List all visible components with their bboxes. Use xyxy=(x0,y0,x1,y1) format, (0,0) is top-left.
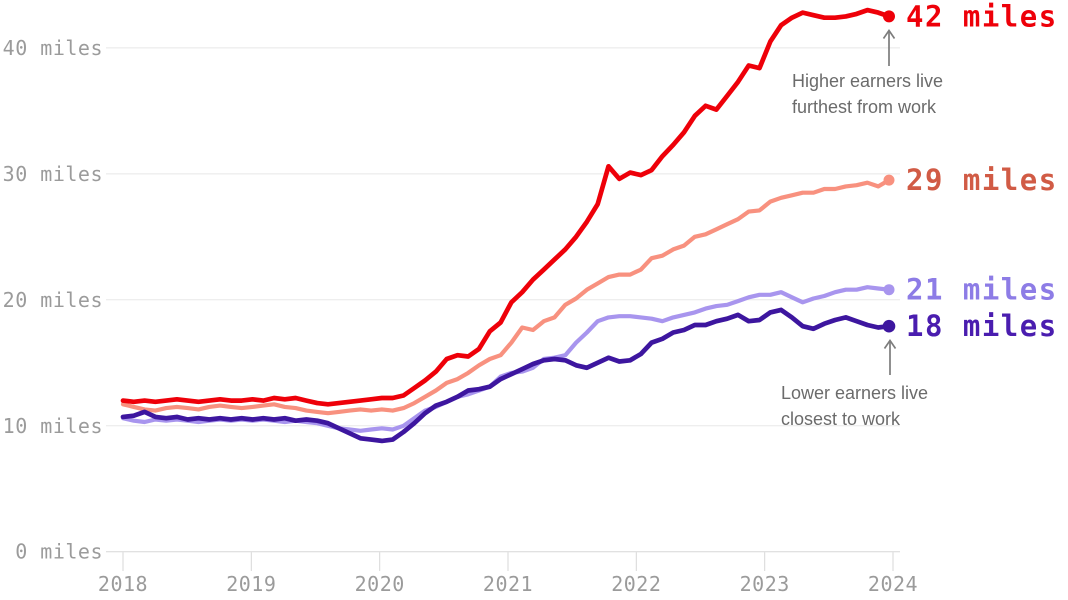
x-tick-label: 2018 xyxy=(98,572,148,596)
annotation-higher-earners: Higher earners live furthest from work xyxy=(792,68,943,120)
series-line-18-miles xyxy=(120,307,892,444)
x-tick-label: 2020 xyxy=(355,572,405,596)
series-end-label-29-miles: 29 miles xyxy=(906,163,1058,197)
annotation-line: furthest from work xyxy=(792,97,937,117)
series-end-label-42-miles: 42 miles xyxy=(906,0,1058,33)
y-tick-label: 0 miles xyxy=(15,540,103,564)
y-tick-label: 20 miles xyxy=(3,288,103,312)
x-tick-label: 2019 xyxy=(226,572,276,596)
annotation-line: Higher earners live xyxy=(792,71,944,91)
annotation-lower-earners: Lower earners live closest to work xyxy=(781,380,928,432)
y-tick-label: 30 miles xyxy=(3,162,103,186)
x-tick-label: 2023 xyxy=(740,572,790,596)
series-end-labels: 42 miles 29 miles 21 miles 18 miles xyxy=(906,0,1058,343)
series-end-label-18-miles: 18 miles xyxy=(906,309,1058,343)
series-end-label-21-miles: 21 miles xyxy=(906,273,1058,307)
series-endpoint-dot xyxy=(883,10,895,23)
series-endpoint-dot xyxy=(882,319,896,333)
x-tick-label: 2021 xyxy=(483,572,533,596)
annotation-line: Lower earners live xyxy=(781,383,929,403)
gridlines xyxy=(106,47,900,553)
annotation-line: closest to work xyxy=(781,409,901,429)
series-endpoint-dot xyxy=(883,284,895,296)
annotation-arrows xyxy=(882,28,897,375)
x-tick-label: 2022 xyxy=(611,572,661,596)
arrow-up-icon xyxy=(883,338,897,375)
arrow-up-icon xyxy=(882,28,896,66)
series-line-29-miles xyxy=(120,178,892,416)
y-axis-labels: 40 miles 30 miles 20 miles 10 miles 0 mi… xyxy=(3,36,103,564)
data-series-lines xyxy=(120,7,896,444)
x-tick-label: 2024 xyxy=(868,572,918,596)
x-axis-labels: 2018 2019 2020 2021 2022 2023 2024 xyxy=(98,572,918,596)
y-tick-label: 40 miles xyxy=(3,36,103,60)
series-line-42-miles xyxy=(120,7,892,407)
series-endpoint-dot xyxy=(883,174,895,186)
y-tick-label: 10 miles xyxy=(3,414,103,438)
x-axis-ticks xyxy=(122,552,894,571)
